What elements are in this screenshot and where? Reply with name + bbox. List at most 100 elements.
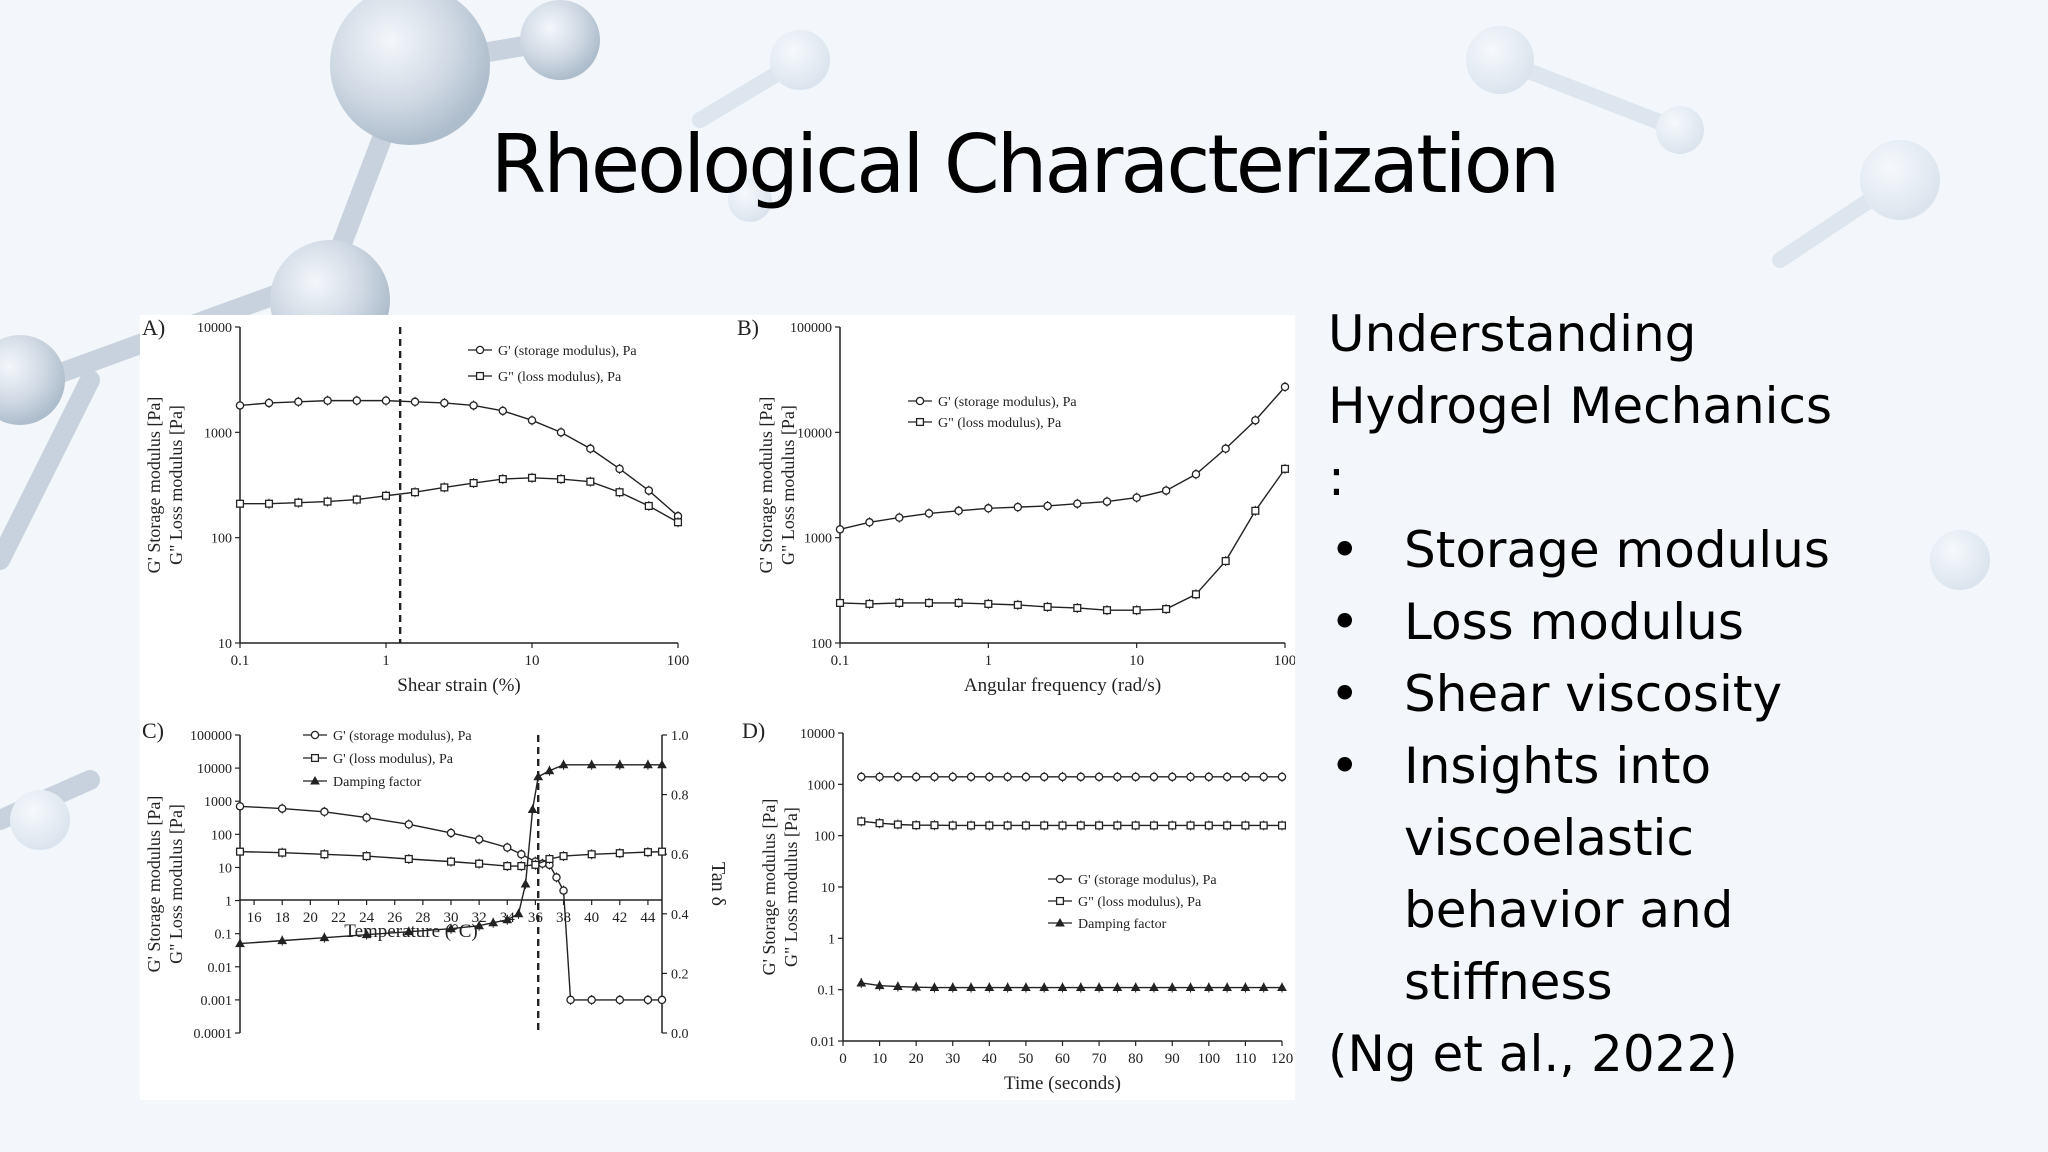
data-point xyxy=(517,850,526,859)
data-point xyxy=(362,813,371,822)
data-point xyxy=(556,428,566,437)
legend-label: G' (storage modulus), Pa xyxy=(1078,873,1217,888)
data-point xyxy=(1204,772,1214,782)
data-point xyxy=(586,759,597,769)
data-point xyxy=(1112,982,1123,992)
data-point xyxy=(1058,772,1067,782)
data-point xyxy=(475,859,484,868)
data-point xyxy=(544,765,555,775)
slide-title: Rheological Characterization xyxy=(490,118,1561,211)
data-point xyxy=(911,772,921,782)
y-tick-label: 1 xyxy=(828,932,835,947)
bullet-dot: • xyxy=(1330,521,1360,579)
x-tick-label: 1 xyxy=(985,653,993,669)
data-point xyxy=(1280,382,1290,392)
data-point xyxy=(503,862,512,871)
data-point xyxy=(985,821,994,830)
y-axis-label: G' Storage modulus [Pa] xyxy=(759,799,779,976)
x-tick-label: 30 xyxy=(444,910,459,926)
legend-marker xyxy=(1055,896,1065,906)
x-tick-label: 50 xyxy=(1018,1051,1033,1067)
data-point xyxy=(277,935,288,945)
y-tick-label: 10 xyxy=(218,861,232,876)
data-point xyxy=(984,599,993,608)
data-point xyxy=(1130,982,1141,992)
intro-line: Hydrogel Mechanics xyxy=(1328,377,1833,435)
x-tick-label: 36 xyxy=(528,910,544,926)
data-point xyxy=(352,396,362,405)
data-point xyxy=(1259,821,1268,830)
x-tick-label: 10 xyxy=(872,1051,887,1067)
data-point xyxy=(1073,499,1082,508)
data-point xyxy=(1223,821,1232,830)
data-point xyxy=(643,848,652,857)
data-point xyxy=(615,849,624,858)
data-point xyxy=(264,499,274,508)
series-line xyxy=(839,386,1286,531)
data-point xyxy=(558,759,569,769)
data-point xyxy=(1185,982,1196,992)
x-tick-label: 42 xyxy=(612,910,627,926)
legend-label: G" (loss modulus), Pa xyxy=(1078,895,1202,910)
data-point xyxy=(1057,982,1068,992)
data-point xyxy=(361,929,372,939)
data-point xyxy=(498,475,507,484)
data-point xyxy=(1186,772,1195,782)
data-point xyxy=(930,821,939,830)
series-line xyxy=(839,468,1286,611)
x-tick-label: 28 xyxy=(415,910,430,926)
data-point xyxy=(856,977,867,987)
data-point xyxy=(469,401,478,410)
data-point xyxy=(874,980,885,990)
series-line xyxy=(861,982,1282,989)
bullet-dot: • xyxy=(1330,593,1360,651)
data-point xyxy=(1021,982,1031,992)
data-point xyxy=(1162,605,1171,614)
y-tick-label: 0.1 xyxy=(215,928,233,943)
y-tick-label: 100 xyxy=(211,532,232,547)
data-point xyxy=(587,995,596,1005)
data-point xyxy=(911,982,922,991)
x-tick-label: 10 xyxy=(525,653,540,669)
data-point xyxy=(1013,502,1023,512)
y2-tick-label: 0.6 xyxy=(671,848,689,863)
data-point xyxy=(1161,486,1171,495)
data-point xyxy=(278,848,287,857)
y2-axis-label: Tan δ xyxy=(707,862,729,906)
data-point xyxy=(404,820,414,829)
data-point xyxy=(1043,501,1052,511)
x-tick-label: 18 xyxy=(275,910,290,926)
series-line xyxy=(240,477,679,523)
bullet-text: viscoelastic xyxy=(1404,809,1694,867)
y2-tick-label: 0.4 xyxy=(671,908,689,923)
data-point xyxy=(533,771,544,781)
data-point xyxy=(1039,982,1050,992)
series-line xyxy=(239,399,679,517)
data-point xyxy=(865,599,874,608)
data-point xyxy=(1204,821,1213,830)
x-tick-label: 120 xyxy=(1271,1051,1294,1067)
data-point xyxy=(403,926,414,936)
data-point xyxy=(1191,469,1201,479)
data-point xyxy=(1131,772,1140,782)
data-point xyxy=(835,525,845,534)
y-tick-label: 0.01 xyxy=(208,961,233,976)
data-point xyxy=(527,416,537,425)
data-point xyxy=(1113,772,1122,782)
legend-label: G' (loss modulus), Pa xyxy=(333,752,454,767)
data-point xyxy=(875,772,884,782)
data-point xyxy=(559,886,568,895)
bullet-text: stiffness xyxy=(1404,953,1613,1011)
x-tick-label: 90 xyxy=(1165,1051,1180,1067)
x-tick-label: 40 xyxy=(584,910,599,926)
data-point xyxy=(984,504,993,513)
legend-marker xyxy=(915,396,925,406)
x-tick-label: 60 xyxy=(1055,1051,1070,1067)
data-point xyxy=(410,397,420,407)
citation: (Ng et al., 2022) xyxy=(1328,1025,1738,1083)
data-point xyxy=(1221,556,1230,566)
legend-label: G" (loss modulus), Pa xyxy=(498,370,622,385)
data-point xyxy=(381,491,391,500)
data-point xyxy=(235,401,245,410)
x-tick-label: 16 xyxy=(247,910,262,926)
